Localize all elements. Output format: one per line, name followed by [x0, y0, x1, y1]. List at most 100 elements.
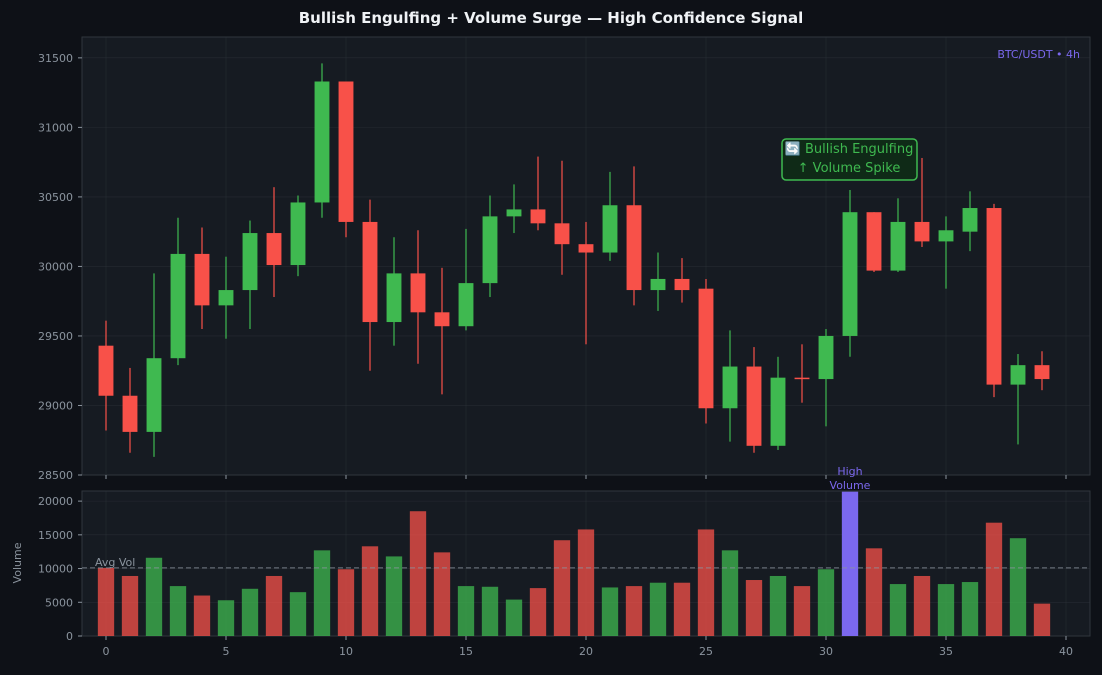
volume-bar — [841, 491, 859, 636]
candle-body — [386, 273, 402, 323]
candle-body — [434, 312, 450, 327]
volume-bar — [385, 556, 403, 636]
volume-bar — [481, 586, 499, 636]
price-tick-label: 31000 — [38, 121, 73, 134]
candle-body — [698, 288, 714, 409]
volume-bar — [793, 586, 811, 636]
volume-bar — [457, 586, 475, 636]
volume-bar — [169, 586, 187, 636]
price-tick-label: 30000 — [38, 260, 73, 273]
volume-tick-label: 10000 — [38, 563, 73, 576]
candle-body — [458, 283, 474, 327]
volume-bar — [769, 575, 787, 636]
price-tick-label: 31500 — [38, 52, 73, 65]
candle-body — [938, 230, 954, 242]
candle-body — [674, 278, 690, 291]
volume-bar — [985, 522, 1003, 636]
volume-bar — [865, 548, 883, 636]
candles — [98, 63, 1050, 457]
candle-body — [410, 273, 426, 313]
candle-body — [266, 233, 282, 266]
signal-annotation: 🔄 Bullish Engulfing ↑ Volume Spike — [781, 138, 918, 181]
avg-volume-label: Avg Vol — [95, 556, 135, 569]
price-tick-label: 29000 — [38, 399, 73, 412]
annotation-line-2: ↑ Volume Spike — [798, 161, 901, 176]
price-tick-label: 29500 — [38, 330, 73, 343]
candle-body — [1010, 365, 1026, 385]
volume-bar — [97, 567, 115, 636]
volume-bar — [409, 511, 427, 636]
price-tick-label: 30500 — [38, 191, 73, 204]
candle-body — [530, 209, 546, 224]
volume-bar — [241, 588, 259, 636]
x-tick-label: 5 — [223, 645, 230, 658]
candle-body — [770, 377, 786, 446]
candle-body — [290, 202, 306, 266]
candle-body — [242, 233, 258, 291]
candle-body — [218, 290, 234, 306]
volume-tick-label: 5000 — [45, 596, 73, 609]
volume-bar — [649, 582, 667, 636]
volume-tick-label: 20000 — [38, 495, 73, 508]
annotation-box — [781, 138, 918, 181]
volume-bar — [961, 582, 979, 636]
volume-axis-label: Volume — [11, 542, 24, 583]
candle-body — [986, 208, 1002, 385]
candle-body — [362, 221, 378, 323]
candle-body — [722, 366, 738, 409]
pair-label: BTC/USDT • 4h — [997, 48, 1080, 61]
x-tick-label: 40 — [1059, 645, 1073, 658]
candle-body — [890, 221, 906, 271]
volume-bar — [529, 588, 547, 636]
volume-bar — [577, 529, 595, 636]
volume-bar — [1009, 538, 1027, 636]
volume-bar — [217, 600, 235, 636]
volume-bar — [313, 550, 331, 636]
volume-bar — [553, 540, 571, 636]
candle-body — [338, 81, 354, 222]
price-axis: 28500 29000 29500 30000 30500 31000 31500 — [38, 52, 1067, 482]
high-volume-label-1: High — [837, 465, 862, 478]
volume-bar — [361, 546, 379, 636]
volume-bar — [673, 582, 691, 636]
volume-bar — [817, 569, 835, 636]
x-tick-label: 30 — [819, 645, 833, 658]
volume-bars — [97, 491, 1051, 636]
chart-title: Bullish Engulfing + Volume Surge — High … — [298, 9, 804, 27]
x-tick-label: 25 — [699, 645, 713, 658]
candle-body — [602, 205, 618, 253]
volume-bar — [745, 580, 763, 636]
candle-body — [962, 208, 978, 232]
volume-bar — [697, 529, 715, 636]
volume-tick-label: 0 — [66, 630, 73, 643]
candle-body — [794, 377, 810, 380]
candle-body — [122, 395, 138, 432]
candle-body — [506, 209, 522, 217]
volume-bar — [337, 569, 355, 636]
candle-body — [554, 223, 570, 245]
candle-body — [170, 253, 186, 359]
volume-bar — [625, 586, 643, 636]
volume-bar — [433, 552, 451, 636]
candle-body — [650, 278, 666, 291]
volume-bar — [937, 584, 955, 636]
candle-body — [146, 358, 162, 432]
volume-bar — [265, 575, 283, 636]
x-tick-label: 35 — [939, 645, 953, 658]
candle-body — [194, 253, 210, 306]
x-tick-label: 15 — [459, 645, 473, 658]
volume-bar — [721, 550, 739, 636]
candle-body — [98, 345, 114, 396]
candle-body — [818, 335, 834, 380]
volume-bar — [601, 587, 619, 636]
price-tick-label: 28500 — [38, 469, 73, 482]
candle-body — [626, 205, 642, 291]
high-volume-label-2: Volume — [830, 479, 871, 492]
candle-body — [482, 216, 498, 284]
x-tick-label: 20 — [579, 645, 593, 658]
annotation-line-1: 🔄 Bullish Engulfing — [785, 141, 914, 157]
candle-body — [746, 366, 762, 446]
volume-bar — [193, 595, 211, 636]
candle-body — [914, 221, 930, 242]
volume-bar — [505, 599, 523, 636]
